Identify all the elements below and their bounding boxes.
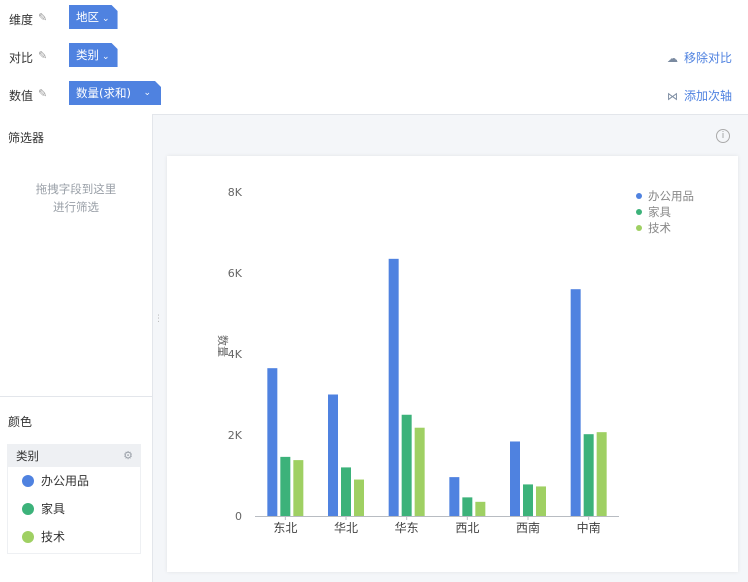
legend-label: 办公用品 <box>648 189 694 203</box>
color-legend-field: 类别 <box>16 449 39 463</box>
bar <box>475 501 486 516</box>
y-tick-label: 6K <box>228 267 243 280</box>
bar <box>449 477 460 516</box>
bar <box>523 484 533 516</box>
x-tick-label: 西南 <box>516 520 540 535</box>
bar <box>267 368 278 516</box>
bar <box>280 456 291 516</box>
color-legend-item[interactable]: 家具 <box>8 495 140 523</box>
compare-field-name: 类别 <box>76 48 99 62</box>
color-swatch[interactable] <box>22 531 34 543</box>
color-swatch[interactable] <box>22 475 34 487</box>
bar <box>388 258 399 516</box>
bar <box>401 414 412 516</box>
gear-icon[interactable]: ⚙ <box>123 449 133 462</box>
y-tick-label: 8K <box>228 186 243 199</box>
value-field-pill[interactable]: 数量(求和) ⌄ <box>69 81 161 105</box>
color-legend-item-label: 技术 <box>41 530 66 544</box>
dimension-field-pill[interactable]: 地区 ⌄ <box>69 5 118 29</box>
remove-compare-icon: ☁ <box>666 52 678 65</box>
x-tick-label: 华北 <box>334 521 358 535</box>
dimension-label: 维度 <box>9 13 34 27</box>
edit-pencil-icon[interactable]: ✎ <box>38 49 48 62</box>
add-secondary-axis-label: 添加次轴 <box>683 89 732 103</box>
chevron-down-icon: ⌄ <box>143 88 151 98</box>
filter-hint-line2: 进行筛选 <box>53 200 99 214</box>
x-tick-label: 中南 <box>577 520 601 535</box>
bar <box>570 289 581 516</box>
chevron-down-icon: ⌄ <box>102 14 110 24</box>
value-field-name: 数量(求和) <box>76 86 131 100</box>
filter-hint-line1: 拖拽字段到这里 <box>35 182 117 196</box>
x-tick-label: 西北 <box>455 521 479 535</box>
chevron-down-icon: ⌄ <box>102 52 110 62</box>
bar <box>510 441 520 516</box>
bar <box>341 467 351 516</box>
y-tick-label: 0 <box>235 510 242 523</box>
compare-shelf: 对比 ✎ 类别 ⌄ ☁ 移除对比 <box>0 38 748 77</box>
remove-compare-label: 移除对比 <box>683 51 732 65</box>
color-legend-item[interactable]: 办公用品 <box>8 467 140 495</box>
edit-pencil-icon[interactable]: ✎ <box>38 87 48 100</box>
legend-label: 技术 <box>648 221 671 235</box>
y-tick-label: 4K <box>228 348 243 361</box>
y-axis-title: 数量 <box>216 335 229 357</box>
color-legend-item-label: 家具 <box>41 502 66 516</box>
bar <box>536 486 546 516</box>
color-legend-item[interactable]: 技术 <box>8 523 140 551</box>
legend-marker <box>636 209 642 215</box>
color-legend-item-label: 办公用品 <box>41 474 90 488</box>
compare-label: 对比 <box>9 51 34 65</box>
color-swatch[interactable] <box>22 503 34 515</box>
bar <box>414 427 425 516</box>
compare-field-pill[interactable]: 类别 ⌄ <box>69 43 118 67</box>
bar <box>596 432 607 516</box>
left-panel: 筛选器 拖拽字段到这里 进行筛选 颜色 类别 ⚙ 办公用品 家具 技术 <box>0 114 153 582</box>
bar <box>354 479 364 516</box>
bar <box>328 394 338 516</box>
remove-compare-button[interactable]: ☁ 移除对比 <box>667 49 732 66</box>
y-tick-label: 2K <box>228 429 243 442</box>
color-legend-header: 类别 ⚙ <box>8 445 140 467</box>
dimension-shelf: 维度 ✎ 地区 ⌄ <box>0 0 748 39</box>
panel-divider <box>0 396 152 397</box>
add-secondary-axis-button[interactable]: ⋈ 添加次轴 <box>667 87 732 104</box>
value-label: 数值 <box>9 89 34 103</box>
color-title: 颜色 <box>8 415 33 429</box>
x-tick-label: 华东 <box>395 521 419 535</box>
bar <box>293 460 304 516</box>
filter-title: 筛选器 <box>8 131 45 145</box>
axis-icon: ⋈ <box>666 90 678 103</box>
filter-drop-zone[interactable]: 拖拽字段到这里 进行筛选 <box>0 180 152 216</box>
info-icon[interactable]: i <box>716 129 730 143</box>
color-legend: 类别 ⚙ 办公用品 家具 技术 <box>7 444 141 554</box>
bar <box>583 434 594 516</box>
x-tick-label: 东北 <box>273 521 297 535</box>
dimension-field-name: 地区 <box>76 10 99 24</box>
edit-pencil-icon[interactable]: ✎ <box>38 11 48 24</box>
legend-marker <box>636 225 642 231</box>
bar <box>462 497 473 516</box>
legend-label: 家具 <box>648 205 671 219</box>
chart-card: 0 2K 4K 6K 8K 数量东北 华北 华东 西北 西南 中南 办公用品家具技术 <box>167 156 738 572</box>
legend-marker <box>636 193 642 199</box>
panel-resize-handle[interactable]: ⋮ <box>154 314 163 324</box>
value-shelf: 数值 ✎ 数量(求和) ⌄ ⋈ 添加次轴 <box>0 76 748 115</box>
